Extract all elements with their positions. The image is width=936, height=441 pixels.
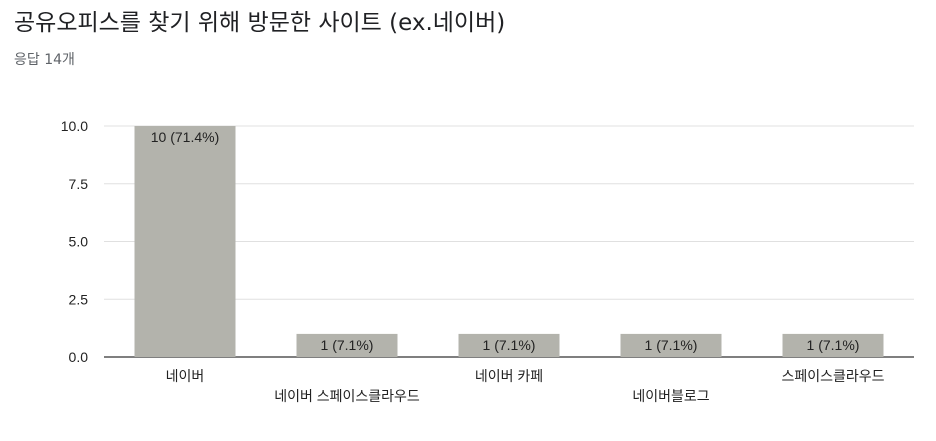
bar-data-label: 1 (7.1%) (483, 337, 536, 353)
y-tick-label: 10.0 (61, 118, 88, 134)
bar-data-label: 1 (7.1%) (645, 337, 698, 353)
y-axis-ticks: 0.0 2.5 5.0 7.5 10.0 (61, 118, 88, 365)
x-tick-label: 스페이스클라우드 (781, 368, 884, 384)
y-tick-label: 0.0 (69, 349, 89, 365)
chart-title: 공유오피스를 찾기 위해 방문한 사이트 (ex.네이버) (14, 10, 506, 36)
response-count: 응답 14개 (14, 52, 75, 68)
bar-data-labels: 10 (71.4%) 1 (7.1%) 1 (7.1%) 1 (7.1%) 1 (7.1… (151, 129, 860, 353)
bar-data-label: 1 (7.1%) (321, 337, 374, 353)
bars (134, 126, 884, 357)
y-tick-label: 2.5 (69, 291, 89, 307)
y-tick-label: 5.0 (69, 234, 89, 250)
x-tick-label: 네이버 (166, 368, 205, 384)
bar-data-label: 1 (7.1%) (807, 337, 860, 353)
x-tick-label: 네이버 카페 (475, 368, 543, 384)
x-tick-label: 네이버블로그 (632, 388, 709, 404)
y-tick-label: 7.5 (69, 176, 89, 192)
bar[interactable] (620, 333, 722, 357)
bar[interactable] (134, 126, 236, 357)
bar-data-label: 10 (71.4%) (151, 129, 219, 145)
bar[interactable] (296, 333, 398, 357)
x-tick-label: 네이버 스페이스클라우드 (274, 388, 420, 404)
bar[interactable] (458, 333, 560, 357)
bar[interactable] (782, 333, 884, 357)
